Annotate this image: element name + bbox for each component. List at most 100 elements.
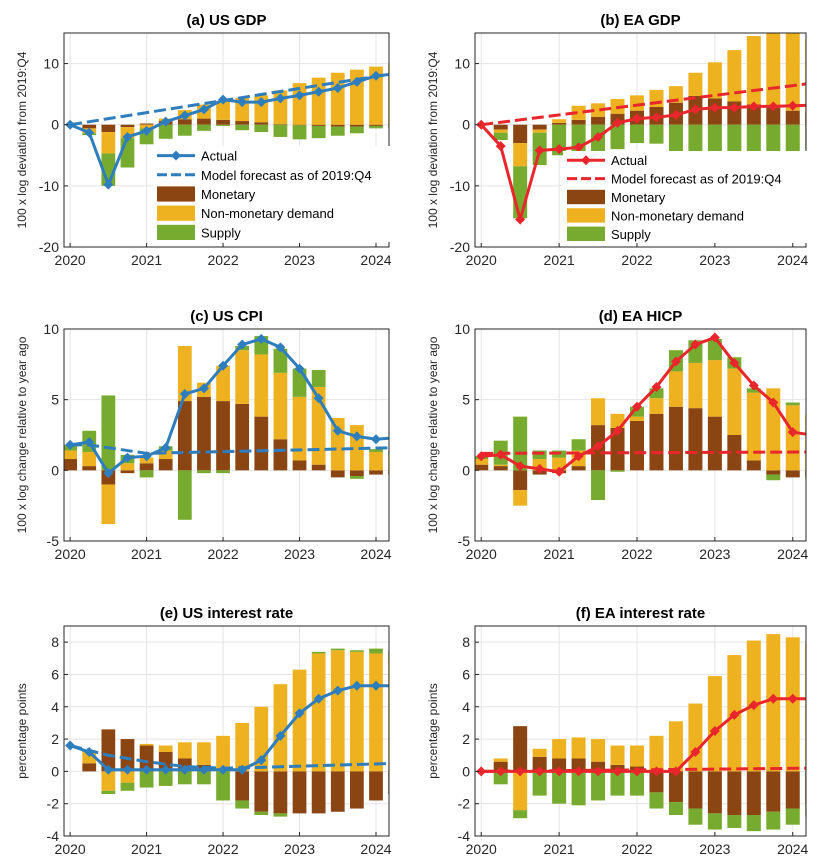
bar-non-monetary-demand	[330, 650, 345, 772]
bar-monetary	[388, 771, 389, 794]
bar-non-monetary-demand	[388, 63, 389, 125]
bar-monetary	[668, 406, 683, 471]
chart-title: (c) US CPI	[190, 308, 263, 325]
bar-monetary	[350, 771, 364, 809]
bar-non-monetary-demand	[350, 651, 364, 772]
actual-point	[515, 461, 526, 472]
actual-point	[122, 131, 133, 142]
actual-point	[198, 764, 209, 775]
x-tick-label: 2021	[544, 841, 575, 857]
actual-point	[237, 97, 248, 108]
bar-non-monetary-demand	[388, 659, 389, 772]
bar-monetary	[766, 470, 781, 475]
x-tick-label: 2020	[55, 252, 86, 268]
bar-monetary	[350, 470, 364, 476]
bar-supply	[591, 470, 606, 501]
plot-area	[64, 333, 389, 525]
bar-monetary	[216, 401, 230, 471]
actual-point	[807, 694, 817, 704]
bar-supply	[629, 124, 645, 144]
bar-non-monetary-demand	[668, 86, 683, 103]
y-tick-label: 10	[43, 321, 59, 337]
bar-supply	[610, 771, 625, 796]
y-axis-label: percentage points	[15, 683, 29, 778]
bar-supply	[158, 124, 173, 139]
y-tick-label: 0	[462, 462, 470, 478]
bar-monetary	[350, 124, 364, 127]
bar-monetary	[785, 110, 800, 125]
actual-point	[84, 747, 95, 757]
bar-supply	[139, 470, 154, 478]
actual-point	[256, 97, 267, 108]
y-tick-label: 5	[51, 392, 59, 408]
bar-non-monetary-demand	[591, 739, 606, 762]
axes-frame	[63, 625, 390, 837]
bar-supply	[350, 126, 364, 134]
axes-frame	[63, 32, 390, 248]
bar-monetary	[513, 124, 528, 144]
bar-supply	[785, 402, 800, 406]
legend-swatch	[567, 189, 605, 205]
bar-non-monetary-demand	[552, 739, 567, 759]
bar-monetary	[330, 124, 345, 127]
actual-point	[515, 766, 526, 777]
y-tick-label: 6	[462, 666, 470, 682]
bar-non-monetary-demand	[388, 454, 389, 471]
actual-point	[534, 766, 545, 777]
actual-point	[237, 339, 248, 350]
axes-frame	[474, 32, 807, 248]
bar-monetary	[552, 758, 567, 772]
bar-supply	[216, 470, 230, 474]
bar-supply	[273, 813, 288, 817]
bar-monetary	[369, 771, 383, 801]
x-tick-label: 2023	[699, 252, 730, 268]
chart-title: (e) US interest rate	[160, 605, 293, 622]
actual-point	[371, 680, 381, 691]
legend-label: Model forecast as of 2019:Q4	[611, 172, 782, 187]
actual-point	[593, 766, 604, 777]
y-tick-label: 6	[51, 666, 59, 682]
legend-label: Model forecast as of 2019:Q4	[201, 168, 372, 183]
actual-point	[787, 427, 798, 438]
bar-non-monetary-demand	[235, 722, 250, 772]
plot-area	[476, 634, 817, 832]
bar-monetary	[746, 104, 761, 125]
bar-supply	[668, 124, 683, 152]
bar-monetary	[273, 124, 288, 125]
actual-point	[709, 102, 720, 113]
y-tick-label: 0	[51, 117, 59, 133]
x-tick-label: 2020	[466, 546, 497, 562]
y-tick-label: -5	[47, 533, 60, 549]
x-tick-label: 2021	[131, 841, 162, 857]
actual-point	[495, 766, 506, 777]
bar-monetary	[629, 420, 645, 471]
axes-frame	[474, 328, 807, 542]
bar-non-monetary-demand	[82, 451, 97, 467]
actual-point	[275, 342, 286, 353]
y-tick-label: 10	[454, 321, 470, 337]
forecast-line	[69, 72, 389, 127]
bar-supply	[552, 771, 567, 804]
actual-point	[351, 680, 362, 691]
bar-supply	[707, 813, 722, 830]
bar-monetary	[785, 771, 800, 809]
actual-point	[160, 764, 171, 775]
bar-supply	[493, 132, 508, 140]
actual-point	[84, 437, 95, 448]
y-tick-label: 0	[462, 117, 470, 133]
actual-point	[218, 764, 229, 775]
bar-non-monetary-demand	[216, 735, 230, 772]
bar-supply	[139, 771, 154, 788]
bar-monetary	[101, 124, 116, 133]
x-tick-label: 2022	[207, 546, 238, 562]
legend-0: Actual Model forecast as of 2019:Q4 Moneta…	[153, 146, 395, 242]
bar-monetary	[139, 463, 154, 471]
bar-non-monetary-demand	[158, 745, 173, 752]
bar-monetary	[493, 466, 508, 471]
bar-supply	[707, 124, 722, 158]
actual-point	[631, 401, 642, 412]
bar-supply	[177, 470, 192, 520]
actual-point	[670, 356, 681, 367]
bar-monetary	[273, 439, 288, 471]
bar-monetary	[649, 771, 664, 793]
